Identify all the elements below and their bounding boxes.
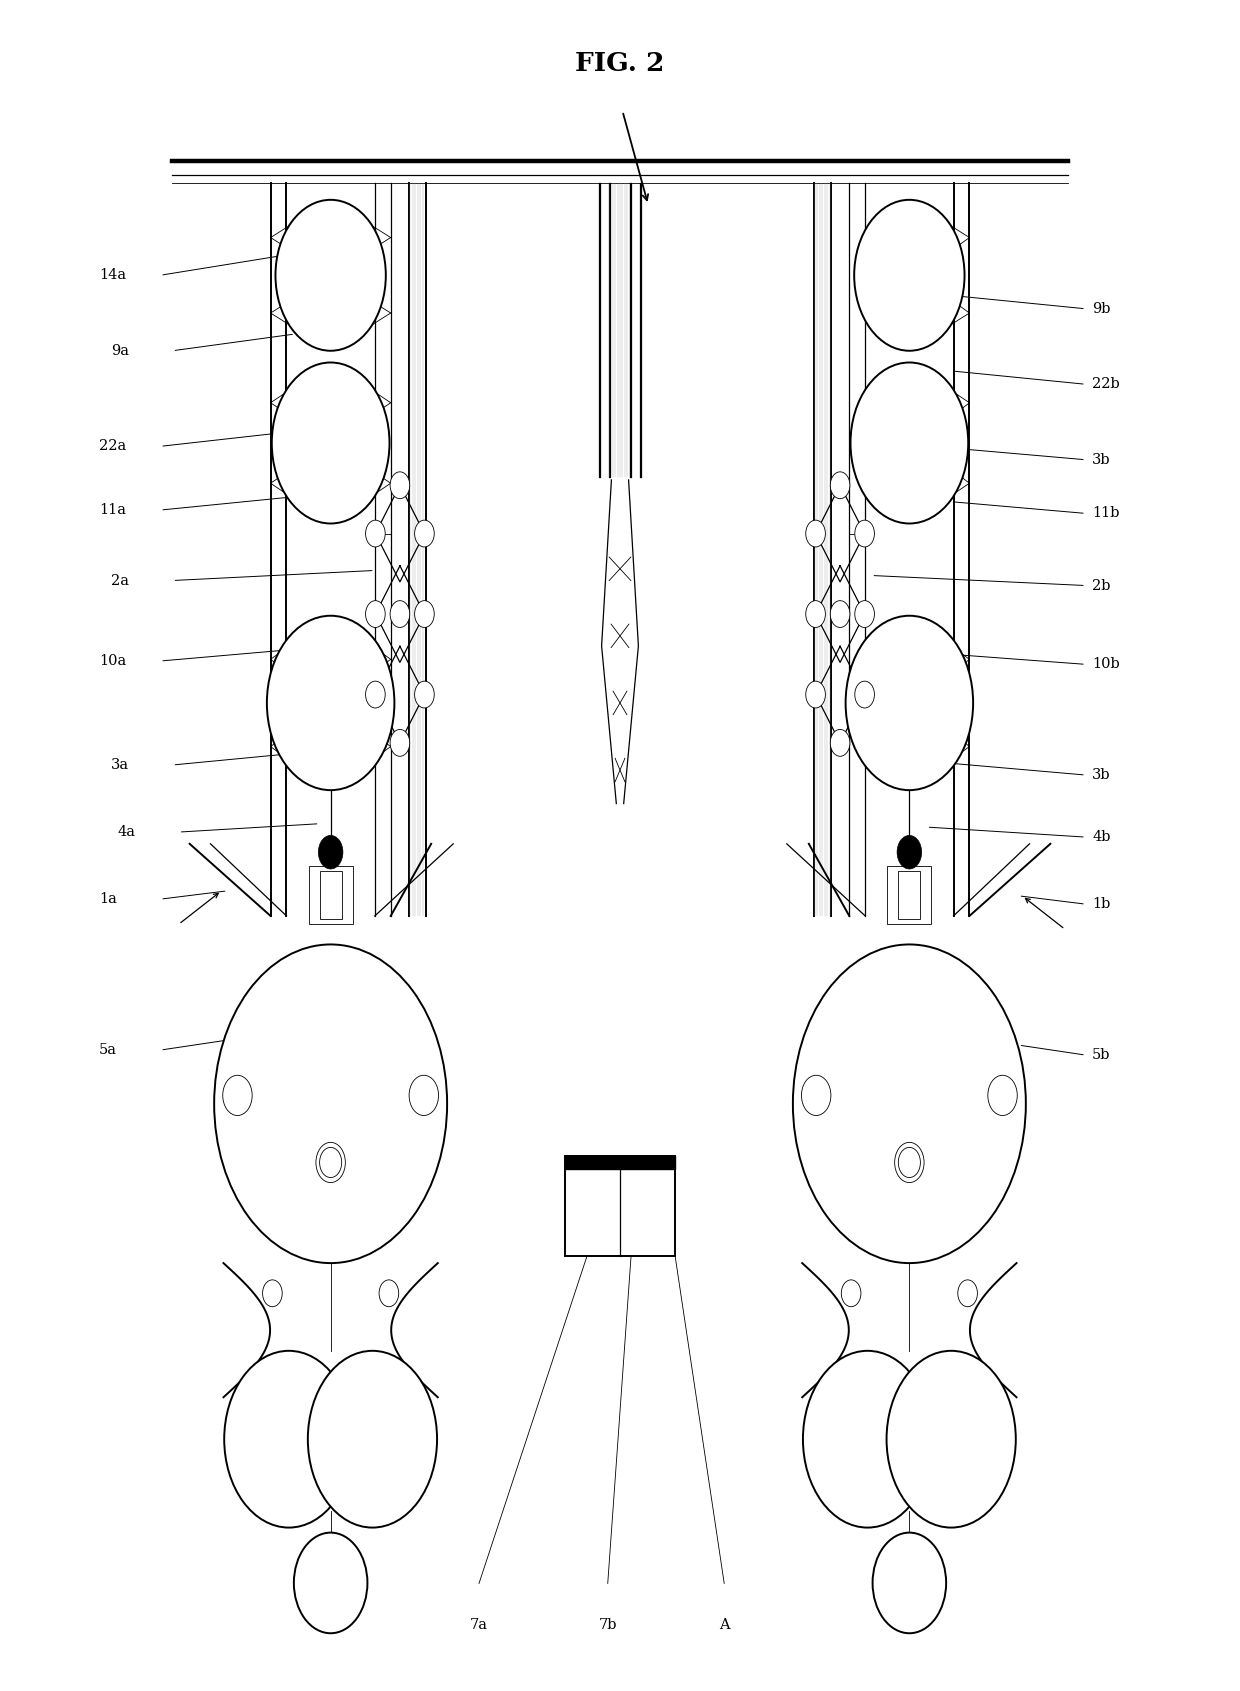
Circle shape bbox=[831, 729, 849, 756]
Circle shape bbox=[897, 835, 921, 869]
Text: 5b: 5b bbox=[1092, 1048, 1111, 1062]
Circle shape bbox=[414, 681, 434, 709]
Circle shape bbox=[224, 1351, 353, 1527]
Text: 10a: 10a bbox=[99, 654, 126, 668]
Circle shape bbox=[854, 200, 965, 350]
Circle shape bbox=[391, 472, 409, 499]
Text: 22a: 22a bbox=[99, 440, 126, 453]
Text: 7b: 7b bbox=[599, 1618, 618, 1632]
Text: 4a: 4a bbox=[118, 825, 135, 839]
Bar bbox=[320, 871, 342, 920]
Text: 3b: 3b bbox=[1092, 453, 1111, 467]
Circle shape bbox=[316, 1143, 346, 1182]
Circle shape bbox=[267, 616, 394, 790]
Circle shape bbox=[887, 1351, 1016, 1527]
Circle shape bbox=[391, 600, 409, 627]
Text: 11a: 11a bbox=[99, 504, 126, 517]
Circle shape bbox=[957, 1280, 977, 1307]
Text: 1b: 1b bbox=[1092, 898, 1111, 911]
Bar bbox=[309, 866, 352, 925]
Text: 14a: 14a bbox=[99, 269, 126, 282]
Circle shape bbox=[894, 1143, 924, 1182]
Circle shape bbox=[215, 945, 448, 1263]
Circle shape bbox=[223, 1075, 252, 1116]
Circle shape bbox=[801, 1075, 831, 1116]
Circle shape bbox=[366, 521, 386, 546]
Circle shape bbox=[804, 1351, 932, 1527]
Bar bbox=[898, 871, 920, 920]
Circle shape bbox=[308, 1351, 436, 1527]
Circle shape bbox=[294, 1532, 367, 1634]
Circle shape bbox=[272, 362, 389, 524]
Circle shape bbox=[366, 600, 386, 627]
Text: 11b: 11b bbox=[1092, 506, 1120, 521]
Text: 4b: 4b bbox=[1092, 830, 1111, 844]
Circle shape bbox=[806, 681, 826, 709]
Circle shape bbox=[988, 1075, 1017, 1116]
Text: 10b: 10b bbox=[1092, 658, 1120, 671]
Text: 2b: 2b bbox=[1092, 578, 1111, 592]
Circle shape bbox=[846, 616, 973, 790]
Circle shape bbox=[379, 1280, 399, 1307]
Circle shape bbox=[409, 1075, 439, 1116]
Text: 9b: 9b bbox=[1092, 301, 1111, 316]
Circle shape bbox=[275, 200, 386, 350]
Text: 3a: 3a bbox=[112, 758, 129, 773]
Text: 2a: 2a bbox=[112, 573, 129, 587]
Text: 5a: 5a bbox=[99, 1043, 117, 1057]
Circle shape bbox=[854, 600, 874, 627]
Circle shape bbox=[831, 472, 849, 499]
Circle shape bbox=[319, 835, 343, 869]
Circle shape bbox=[806, 600, 826, 627]
Circle shape bbox=[391, 729, 409, 756]
Circle shape bbox=[898, 1148, 920, 1177]
Text: 1a: 1a bbox=[99, 893, 117, 906]
Circle shape bbox=[414, 521, 434, 546]
Circle shape bbox=[263, 1280, 283, 1307]
Circle shape bbox=[366, 681, 386, 709]
Circle shape bbox=[806, 521, 826, 546]
Text: 7a: 7a bbox=[470, 1618, 489, 1632]
Circle shape bbox=[320, 1148, 342, 1177]
Text: A: A bbox=[719, 1618, 729, 1632]
Text: 9a: 9a bbox=[112, 343, 129, 358]
Bar bbox=[888, 866, 931, 925]
Circle shape bbox=[792, 945, 1025, 1263]
Bar bbox=[565, 1155, 675, 1256]
Circle shape bbox=[414, 600, 434, 627]
Text: 3b: 3b bbox=[1092, 768, 1111, 781]
Circle shape bbox=[854, 681, 874, 709]
Circle shape bbox=[841, 1280, 861, 1307]
Circle shape bbox=[854, 521, 874, 546]
Text: 22b: 22b bbox=[1092, 377, 1120, 391]
Circle shape bbox=[851, 362, 968, 524]
Circle shape bbox=[831, 600, 849, 627]
Circle shape bbox=[873, 1532, 946, 1634]
Text: FIG. 2: FIG. 2 bbox=[575, 51, 665, 76]
